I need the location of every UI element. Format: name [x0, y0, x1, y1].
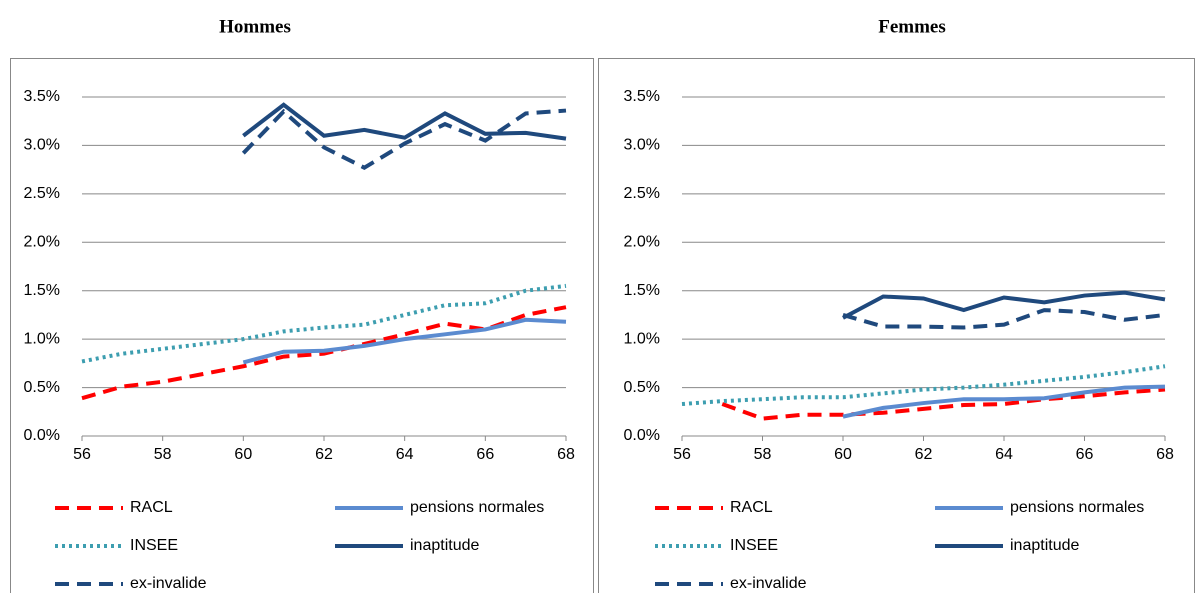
x-tick-label: 64	[995, 446, 1013, 463]
legend-label: RACL	[730, 499, 773, 516]
legend-label: pensions normales	[1010, 499, 1144, 516]
y-tick-label: 1.0%	[624, 330, 660, 347]
series-line	[81, 283, 567, 364]
legend-label: ex-invalide	[730, 575, 807, 592]
x-tick-label: 56	[73, 446, 91, 463]
y-tick-label: 0.0%	[24, 427, 60, 444]
y-tick-label: 3.0%	[624, 137, 660, 154]
panel-frame	[10, 58, 594, 593]
x-tick-label: 68	[557, 446, 575, 463]
y-tick-label: 1.0%	[24, 330, 60, 347]
y-tick-label: 3.0%	[24, 137, 60, 154]
legend-label: INSEE	[130, 537, 178, 554]
series-line	[242, 102, 567, 141]
y-tick-label: 1.5%	[24, 282, 60, 299]
legend-label: INSEE	[730, 537, 778, 554]
x-tick-label: 60	[234, 446, 252, 463]
series-line	[842, 290, 1166, 320]
series-line	[242, 317, 567, 365]
series-line	[842, 384, 1166, 419]
y-tick-label: 3.5%	[624, 88, 660, 105]
x-tick-label: 60	[834, 446, 852, 463]
x-tick-label: 64	[396, 446, 414, 463]
x-tick-label: 62	[315, 446, 333, 463]
chart-title: Femmes	[878, 16, 946, 37]
y-tick-label: 2.5%	[624, 185, 660, 202]
legend-label: RACL	[130, 499, 173, 516]
x-tick-label: 58	[154, 446, 172, 463]
x-tick-label: 66	[1076, 446, 1094, 463]
series-line	[241, 108, 567, 170]
y-tick-label: 2.5%	[24, 185, 60, 202]
legend-label: inaptitude	[410, 537, 479, 554]
x-tick-label: 58	[754, 446, 772, 463]
x-tick-label: 68	[1156, 446, 1174, 463]
y-tick-label: 3.5%	[24, 88, 60, 105]
legend-label: pensions normales	[410, 499, 544, 516]
x-tick-label: 66	[476, 446, 494, 463]
x-tick-label: 56	[673, 446, 691, 463]
y-tick-label: 0.5%	[624, 379, 660, 396]
y-tick-label: 0.0%	[624, 427, 660, 444]
y-tick-label: 2.0%	[624, 234, 660, 251]
y-tick-label: 1.5%	[624, 282, 660, 299]
series-line	[681, 364, 1166, 407]
series-line	[81, 305, 567, 401]
y-tick-label: 0.5%	[24, 379, 60, 396]
series-line	[721, 387, 1166, 421]
x-tick-label: 62	[915, 446, 933, 463]
legend-label: inaptitude	[1010, 537, 1079, 554]
y-tick-label: 2.0%	[24, 234, 60, 251]
series-line	[842, 308, 1166, 330]
chart-title: Hommes	[219, 16, 291, 37]
legend-label: ex-invalide	[130, 575, 207, 592]
